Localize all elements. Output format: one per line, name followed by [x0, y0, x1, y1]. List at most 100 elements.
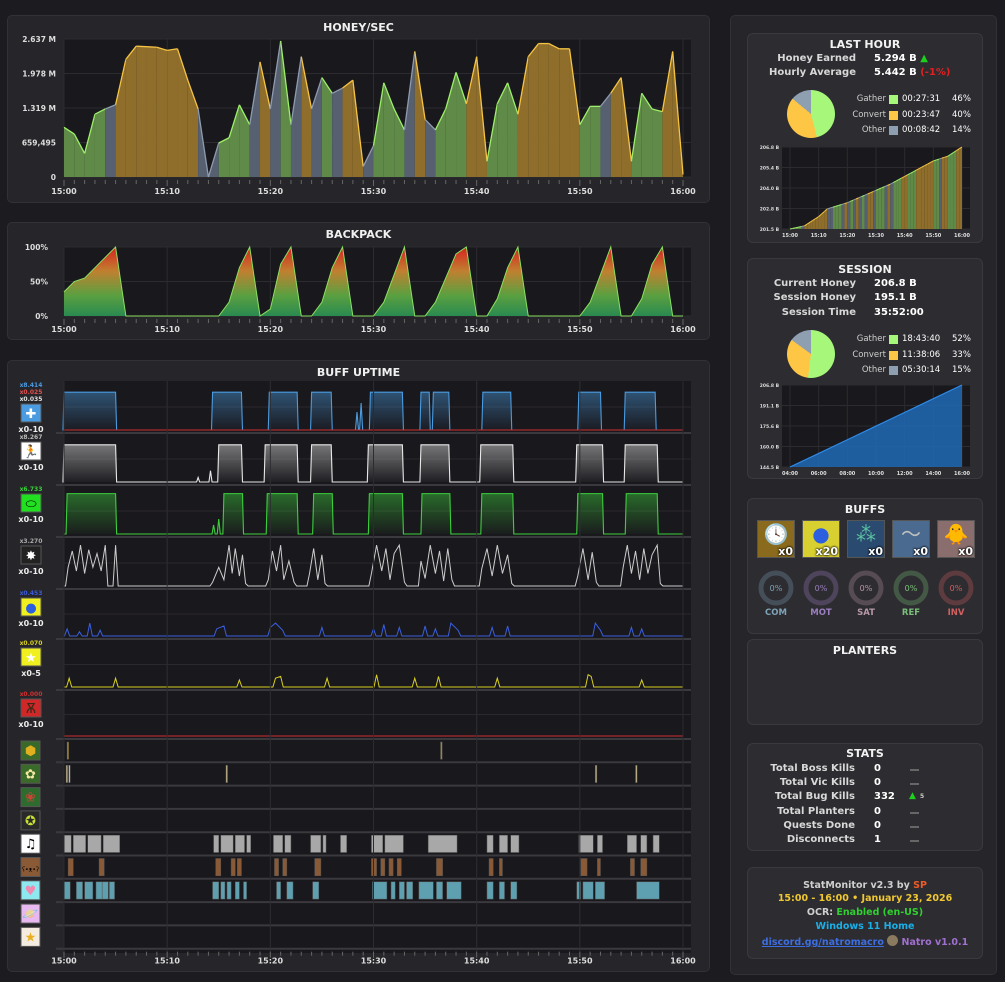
- buff-event-bar: [68, 765, 71, 783]
- buff-event-bar: [65, 765, 68, 783]
- x-tick-label: 16:00: [670, 957, 696, 966]
- star-badge-icon: [20, 926, 41, 947]
- honey-total-line: [927, 162, 931, 165]
- buff-event-bar: [225, 765, 228, 783]
- honey-total-segment: [835, 205, 839, 229]
- buff-event-bar: [237, 858, 242, 877]
- buff-count: x0: [778, 545, 793, 558]
- buffs-title: BUFFS: [844, 503, 886, 516]
- honey-line: [661, 51, 674, 112]
- buff-event-bar: [220, 881, 226, 900]
- x-tick-label: 16:00: [670, 325, 696, 334]
- buff-uptime-chart: x8.414x0.025x0.035✚x0-10x8.267🏃x0-10x6.7…: [18, 381, 696, 966]
- honey-total-segment: [858, 196, 862, 229]
- honey-segment-convert: [146, 46, 157, 177]
- honey-total-line: [824, 208, 828, 212]
- honey-total-line: [947, 154, 951, 157]
- honey-segment-convert: [301, 56, 312, 177]
- honey-line: [434, 108, 447, 131]
- honey-segment-convert: [115, 59, 126, 177]
- honey-line: [383, 82, 395, 110]
- star-ring-icon: [20, 810, 41, 831]
- x-tick-label: 12:00: [897, 471, 913, 477]
- stat-row: Total Boss Kills 0: [748, 763, 982, 777]
- honey-total-line: [901, 175, 905, 179]
- ring-value: 0%: [770, 584, 783, 593]
- buff-event-bar: [109, 881, 115, 900]
- x-tick-label: 15:00: [51, 957, 77, 966]
- last-hour-chart: 206.8 B 205.4 B 204.0 B 202.8 B 201.5 B15:00…: [760, 145, 971, 239]
- buff-uptime-line: [64, 543, 683, 587]
- honey-total-segment: [830, 207, 833, 229]
- buff-event-bar: [282, 858, 288, 877]
- buff-uptime-line: [64, 673, 683, 688]
- honey-line: [114, 59, 127, 105]
- x-tick-label: 15:10: [154, 325, 180, 334]
- honey-segment-gather: [383, 82, 395, 177]
- session-pie: [787, 330, 835, 378]
- up-arrow-icon: ▲: [909, 791, 916, 802]
- honey-earned-value: 5.294 B ▲: [874, 53, 928, 64]
- honey-segment-other: [363, 145, 374, 177]
- buff-event-bar: [388, 858, 394, 877]
- x-tick-label: 15:40: [464, 187, 490, 196]
- stat-value: 0: [874, 805, 881, 817]
- honey-total-line: [913, 169, 917, 173]
- y-tick-label: 0: [51, 173, 56, 182]
- honey-line: [372, 82, 385, 146]
- x-tick-label: 15:50: [925, 233, 941, 239]
- x-tick-label: 15:10: [154, 957, 180, 966]
- honey-earned-label: Honey Earned: [777, 53, 856, 64]
- honey-total-segment: [850, 200, 854, 229]
- honey-total-segment: [890, 182, 894, 229]
- buff-event-bar: [322, 834, 327, 853]
- boost-icon-glyph: ✚: [26, 407, 37, 422]
- buff-event-bar: [636, 881, 660, 900]
- legend-percent: 40%: [952, 109, 971, 120]
- bomb-combo-icon: [20, 545, 42, 565]
- x-tick-label: 08:00: [839, 471, 855, 477]
- honey-line: [393, 108, 406, 131]
- session-legend-other: Other 05:30:14 15%: [826, 365, 976, 378]
- y-tick-label: 2.637 M: [22, 35, 56, 44]
- hourly-average-value: 5.442 B (-1%): [874, 67, 951, 78]
- discord-link[interactable]: discord.gg/natromacro: [761, 937, 884, 948]
- buff-uptime-panel: BUFF UPTIME x8.414 x0.025 x0.035 ✚ x0-10 x8.2…: [7, 360, 710, 972]
- music-note-icon: [20, 833, 41, 854]
- buff-max-label: x8.414: [20, 382, 43, 389]
- honey-total-segment: [921, 165, 925, 229]
- chick-buff: 🐥 x0: [937, 520, 975, 558]
- honey-total-segment: [907, 173, 911, 229]
- buff-event-bar: [436, 881, 443, 900]
- honey-segment-gather: [507, 82, 518, 177]
- honey-total-line: [892, 180, 897, 184]
- honey-total-line: [887, 183, 891, 186]
- stat-label: Total Vic Kills: [779, 777, 855, 789]
- buff-event-bar: [436, 858, 443, 877]
- honey-total-line: [907, 172, 911, 176]
- honey-total-segment: [927, 162, 931, 229]
- honey-segment-gather: [486, 103, 498, 177]
- clock-buff: 🕓 x0: [757, 520, 795, 558]
- x-tick-label: 16:00: [670, 187, 696, 196]
- current-honey-value: 206.8 B: [874, 278, 917, 289]
- bear-icon: [20, 857, 41, 877]
- buff-event-bar: [235, 881, 240, 900]
- honey-total-line: [792, 227, 796, 229]
- honey-line: [94, 108, 106, 115]
- buff-uptime-line: [64, 493, 683, 535]
- stat-value: 0: [874, 763, 881, 774]
- ring-value: 0%: [905, 584, 918, 593]
- honey-total-segment: [904, 174, 908, 229]
- honey-total-segment: [855, 197, 859, 229]
- honey-total-line: [861, 194, 865, 197]
- author: SP: [913, 880, 927, 891]
- legend-time: 05:30:14: [902, 365, 941, 375]
- buff-event-bar: [286, 881, 294, 900]
- honey-total-segment: [959, 147, 962, 229]
- buff-event-bar: [582, 881, 594, 900]
- honey-segment-gather: [497, 82, 508, 177]
- honey-line: [73, 133, 86, 154]
- buff-event-bar: [486, 881, 494, 900]
- honey-segment-gather: [239, 104, 250, 177]
